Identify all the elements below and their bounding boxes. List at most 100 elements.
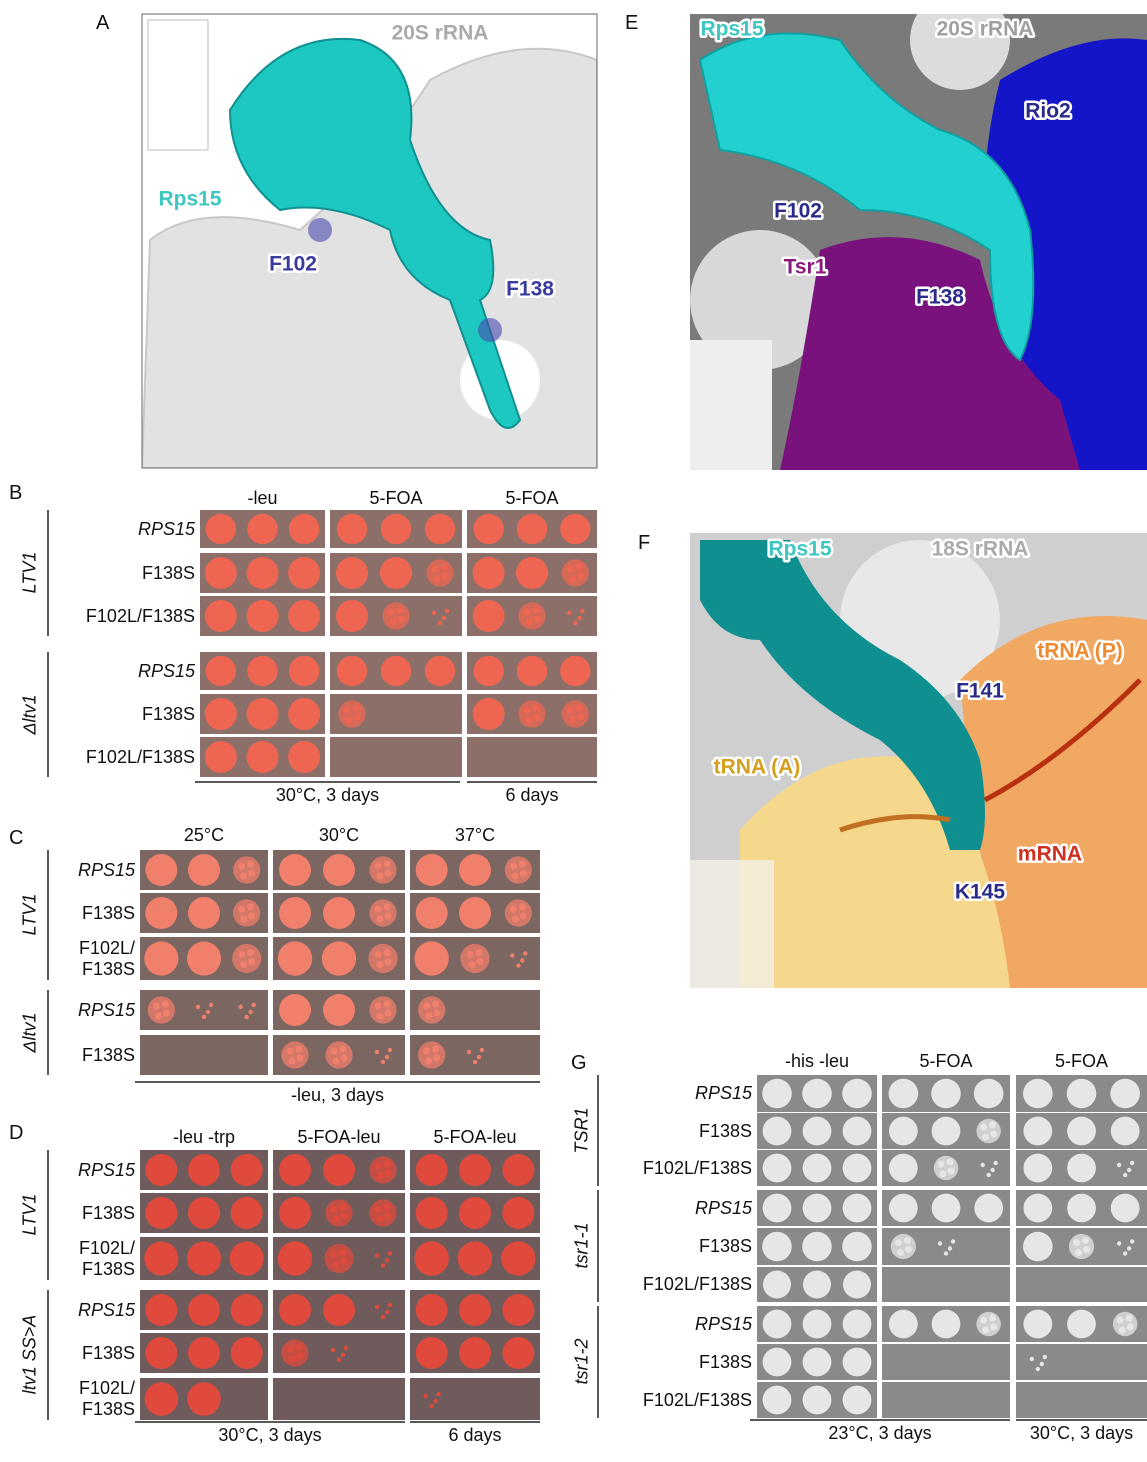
- plate: [140, 1035, 268, 1075]
- annotation: Rps15: [700, 18, 763, 41]
- colony: [1039, 1361, 1045, 1367]
- colony: [238, 1004, 243, 1010]
- colony: [376, 1172, 384, 1180]
- colony-spot: [762, 1309, 792, 1339]
- colony: [509, 862, 517, 870]
- colony: [523, 951, 528, 956]
- annotation: K145: [955, 881, 1006, 904]
- panel-label: B: [9, 482, 23, 504]
- colony-spot: [188, 897, 220, 929]
- annotation: F141: [956, 680, 1004, 703]
- colony-spot: [842, 1309, 872, 1339]
- colony-spot: [473, 513, 504, 545]
- colony: [376, 961, 384, 968]
- colony: [247, 949, 255, 956]
- colony-spot: [277, 1241, 313, 1276]
- allele-label: F102L/F138S: [85, 746, 195, 767]
- colony: [894, 1239, 902, 1246]
- colony: [238, 905, 246, 913]
- colony-spot: [976, 1311, 1001, 1337]
- colony: [989, 1314, 997, 1322]
- colony: [525, 716, 533, 724]
- colony-spot: [145, 1154, 178, 1186]
- colony-spot: [762, 1385, 792, 1415]
- colony: [1075, 1249, 1082, 1256]
- colony: [433, 1054, 441, 1062]
- colony: [432, 1000, 440, 1008]
- colony-spot: [888, 1309, 918, 1339]
- colony: [162, 1009, 170, 1017]
- allele-label: F138S: [81, 1044, 135, 1065]
- colony-spot: [145, 897, 178, 929]
- colony: [332, 1261, 340, 1268]
- colony: [251, 1002, 256, 1008]
- colony: [383, 1203, 391, 1211]
- colony: [330, 1251, 338, 1258]
- colony-spot: [188, 1154, 220, 1186]
- colony-spot: [842, 1385, 872, 1415]
- colony: [980, 1162, 985, 1168]
- colony: [1029, 1356, 1035, 1362]
- colony: [383, 1000, 391, 1008]
- colony: [532, 606, 540, 614]
- colony: [376, 872, 384, 880]
- colony: [383, 1160, 391, 1168]
- colony-spot: [418, 996, 446, 1024]
- colony: [380, 1059, 386, 1065]
- colony: [152, 1002, 160, 1010]
- colony: [903, 1237, 911, 1244]
- colony: [518, 903, 526, 911]
- colony-spot: [323, 994, 355, 1026]
- colony: [990, 1167, 995, 1173]
- colony: [352, 704, 360, 712]
- colony-spot: [247, 655, 278, 687]
- colony: [345, 716, 353, 724]
- colony-spot: [145, 854, 178, 886]
- colony-spot: [561, 700, 589, 728]
- colony: [1129, 1160, 1135, 1166]
- colony: [340, 1054, 348, 1062]
- colony: [566, 565, 574, 573]
- allele-label: F102L/F138S: [642, 1389, 752, 1410]
- colony-spot: [188, 1294, 220, 1326]
- colony: [384, 1169, 392, 1177]
- colony: [946, 1158, 954, 1166]
- colony: [383, 860, 391, 868]
- plate: [1016, 1267, 1147, 1302]
- colony: [1126, 1246, 1132, 1251]
- colony: [479, 1047, 485, 1053]
- colony-spot: [1023, 1078, 1053, 1109]
- colony: [433, 1009, 441, 1017]
- colony: [567, 610, 572, 616]
- colony-spot: [888, 1153, 918, 1183]
- plate: [1016, 1344, 1147, 1380]
- colony-spot: [459, 897, 491, 929]
- colony-spot: [230, 1337, 263, 1369]
- colony-spot: [230, 1197, 263, 1229]
- colony: [161, 1000, 169, 1008]
- annotation: 20S rRNA: [937, 18, 1034, 41]
- colony: [577, 615, 582, 621]
- colony: [286, 1345, 294, 1353]
- colony: [240, 961, 248, 968]
- colony: [518, 860, 526, 868]
- colony-spot: [415, 1337, 448, 1369]
- colony: [353, 713, 361, 721]
- colony-spot: [502, 1154, 535, 1186]
- colony-spot: [424, 655, 456, 687]
- strain-label: Δltv1: [19, 1011, 40, 1053]
- colony-spot: [472, 698, 505, 730]
- colony-spot: [321, 941, 357, 976]
- colony-spot: [933, 1155, 959, 1181]
- colony: [441, 615, 447, 621]
- colony: [286, 1047, 294, 1055]
- footer-label: 6 days: [448, 1425, 502, 1445]
- colony-spot: [369, 1156, 397, 1184]
- colony: [475, 949, 483, 956]
- colony-spot: [762, 1153, 792, 1183]
- colony: [1116, 1162, 1122, 1168]
- colony-spot: [426, 559, 454, 587]
- footer-label: 6 days: [505, 785, 559, 805]
- colony-spot: [1023, 1116, 1053, 1146]
